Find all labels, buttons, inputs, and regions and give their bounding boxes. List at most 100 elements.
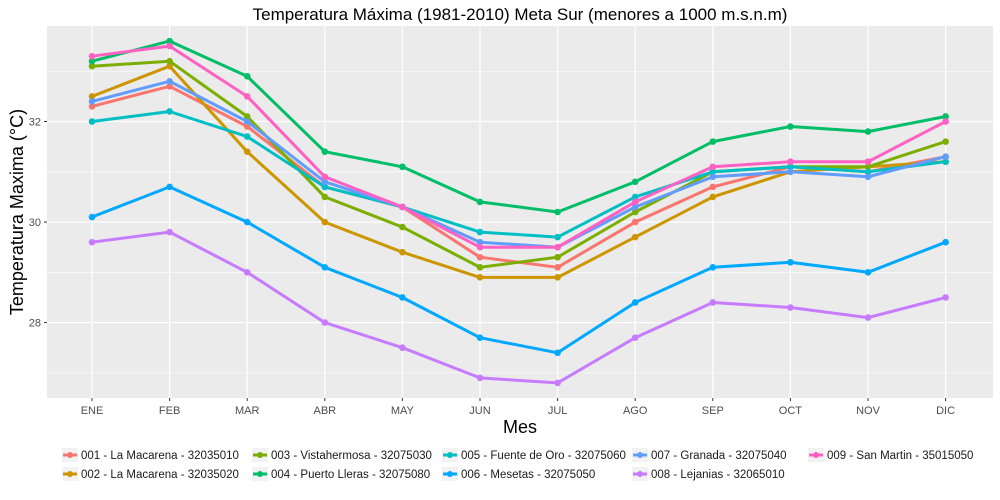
data-point [166, 62, 173, 70]
series-5 [88, 108, 949, 241]
legend-item: 007 - Granada - 32075040 [632, 448, 787, 462]
data-point [399, 223, 406, 231]
data-point [709, 193, 717, 201]
data-point [321, 319, 329, 326]
legend-label: 007 - Granada - 32075040 [651, 450, 787, 462]
x-tick-label: OCT [779, 405, 803, 417]
legend-item: 009 - San Martin - 35015050 [808, 448, 973, 462]
legend-label: 004 - Puerto Lleras - 32075080 [271, 469, 430, 481]
data-point [476, 238, 484, 246]
y-tick-label: 32 [29, 117, 41, 129]
data-point [243, 148, 251, 155]
data-point [554, 208, 561, 216]
series-8 [88, 228, 949, 387]
legend: 001 - La Macarena - 32035010 002 - La Mac… [62, 448, 973, 481]
data-point [166, 57, 173, 65]
series-line [90, 230, 948, 385]
legend-item: 001 - La Macarena - 32035010 [62, 448, 239, 462]
data-point [709, 299, 717, 306]
x-tick-label: MAR [235, 405, 260, 417]
data-point [321, 263, 329, 271]
series-9 [88, 42, 949, 251]
data-point [399, 203, 406, 211]
data-point [709, 183, 717, 191]
data-point [243, 118, 251, 125]
data-point [243, 72, 251, 80]
data-point [399, 163, 406, 171]
legend-item: 004 - Puerto Lleras - 32075080 [252, 467, 430, 481]
data-point [864, 269, 872, 276]
data-point [476, 243, 484, 251]
data-point [942, 238, 949, 246]
data-point [942, 138, 949, 145]
legend-key-point [637, 452, 643, 458]
legend-key-point [67, 452, 73, 458]
legend-item: 006 - Mesetas - 32075050 [442, 467, 595, 481]
data-point [476, 263, 484, 271]
series-line [90, 44, 948, 249]
data-point [787, 304, 794, 311]
series-line [90, 110, 948, 239]
data-point [864, 173, 872, 181]
data-point [166, 37, 173, 45]
data-point [864, 163, 872, 171]
axes: 28 30 32 ENE FEB MAR ABR MAY JUN JUL AGO SEP OCT NOV D… [29, 117, 955, 417]
data-point [476, 253, 484, 261]
data-point [399, 248, 406, 256]
legend-label: 002 - La Macarena - 32035020 [81, 469, 239, 481]
data-point [787, 123, 794, 130]
data-point [709, 163, 717, 171]
data-point [243, 269, 251, 276]
data-point [864, 158, 872, 166]
x-tick-label: FEB [159, 405, 180, 417]
x-tick-label: SEP [702, 405, 724, 417]
data-point [787, 163, 794, 171]
data-point [243, 123, 251, 130]
x-tick-label: NOV [856, 405, 881, 417]
data-point [631, 198, 639, 206]
data-point [476, 374, 484, 382]
data-point [864, 314, 872, 321]
legend-key-point [637, 471, 643, 477]
x-axis-title: Mes [503, 417, 537, 437]
data-point [166, 83, 173, 90]
data-point [166, 42, 173, 50]
data-point [709, 168, 717, 176]
x-tick-label: DIC [936, 405, 955, 417]
data-point [554, 379, 561, 387]
data-point [631, 299, 639, 306]
legend-key-point [447, 471, 453, 477]
data-point [787, 158, 794, 166]
legend-label: 003 - Vistahermosa - 32075030 [271, 450, 432, 462]
series-line [90, 64, 948, 279]
series-line [90, 79, 948, 249]
chart-title: Temperatura Máxima (1981-2010) Meta Sur … [253, 5, 788, 24]
legend-key-point [257, 452, 263, 458]
data-point [243, 133, 251, 140]
y-axis-title: Temperatura Maxima (°C) [7, 109, 27, 315]
data-point [631, 178, 639, 186]
legend-label: 005 - Fuente de Oro - 32075060 [461, 450, 626, 462]
data-point [166, 183, 173, 191]
series-line [90, 39, 948, 214]
data-point [88, 103, 96, 110]
series-line [90, 185, 948, 355]
data-point [321, 193, 329, 201]
data-point [787, 258, 794, 266]
data-point [88, 62, 96, 70]
data-point [88, 238, 96, 246]
x-tick-label: AGO [623, 405, 648, 417]
data-point [166, 228, 173, 236]
x-tick-label: JUL [548, 405, 568, 417]
data-point [88, 57, 96, 65]
data-point [88, 52, 96, 60]
data-point [554, 253, 561, 261]
legend-key-point [257, 471, 263, 477]
legend-key-point [67, 471, 73, 477]
data-point [243, 113, 251, 120]
series-7 [88, 77, 949, 251]
data-point [942, 158, 949, 166]
data-point [864, 128, 872, 135]
